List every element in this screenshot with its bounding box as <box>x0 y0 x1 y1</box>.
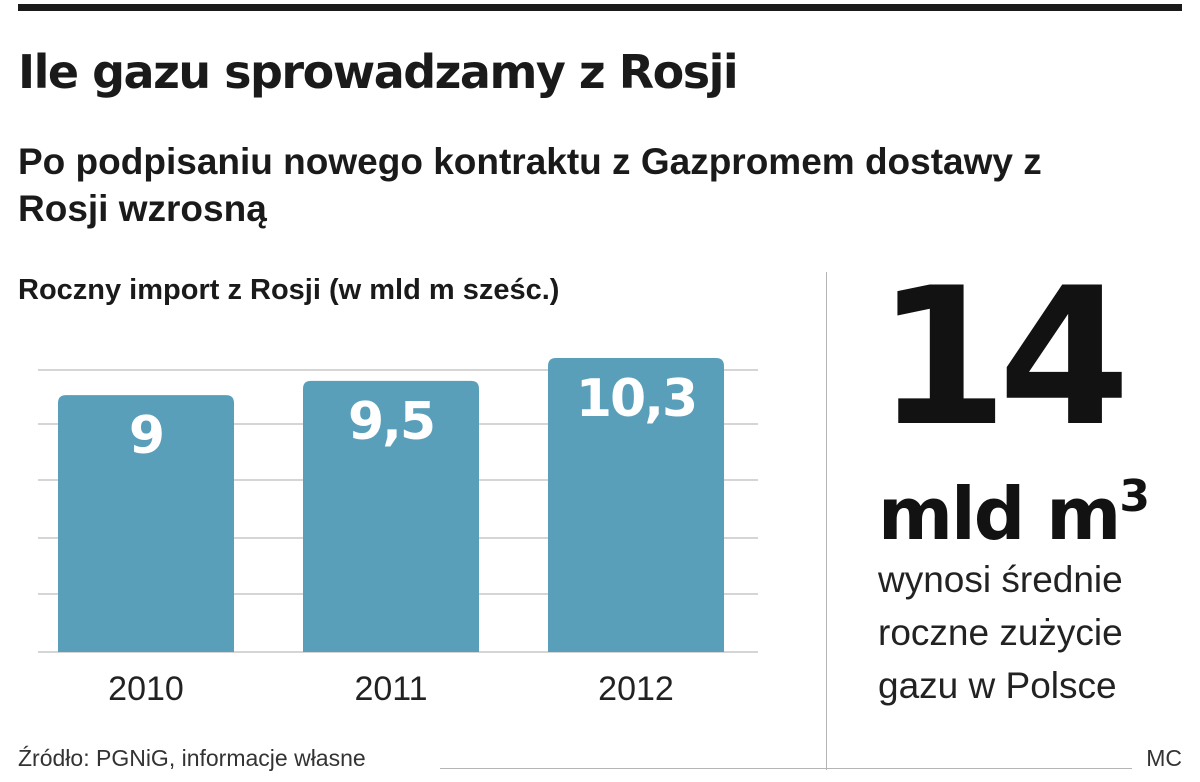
source-note: Źródło: PGNiG, informacje własne <box>18 745 366 771</box>
x-tick-label: 2012 <box>598 670 674 708</box>
callout-unit: mld m3 <box>878 455 1150 556</box>
chart-title: Ile gazu sprowadzamy z Rosji <box>18 45 739 99</box>
x-tick-label: 2010 <box>108 670 184 708</box>
top-rule <box>18 4 1182 11</box>
bar <box>303 380 479 652</box>
callout-caption: wynosi średnie roczne zużycie gazu w Pol… <box>878 559 1123 706</box>
bar-value-label: 9,5 <box>348 392 434 452</box>
chart-heading: Roczny import z Rosji (w mld m sześc.) <box>18 274 560 306</box>
callout-unit-superscript: 3 <box>1119 471 1150 522</box>
chart-subtitle: Po podpisaniu nowego kontraktu z Gazprom… <box>18 141 1042 229</box>
callout-number: 14 <box>876 247 1130 468</box>
x-tick-label: 2011 <box>354 670 427 708</box>
bar <box>548 358 724 652</box>
footer-rule <box>440 768 1132 769</box>
author-initials: MC <box>1146 745 1182 771</box>
bar <box>58 395 234 652</box>
bar-chart: 9 2010 9,5 2011 10,3 2012 <box>38 358 758 708</box>
bar-value-label: 10,3 <box>576 369 696 429</box>
callout-unit-text: mld m <box>878 472 1121 556</box>
bar-value-label: 9 <box>129 406 163 466</box>
section-divider <box>826 272 827 770</box>
